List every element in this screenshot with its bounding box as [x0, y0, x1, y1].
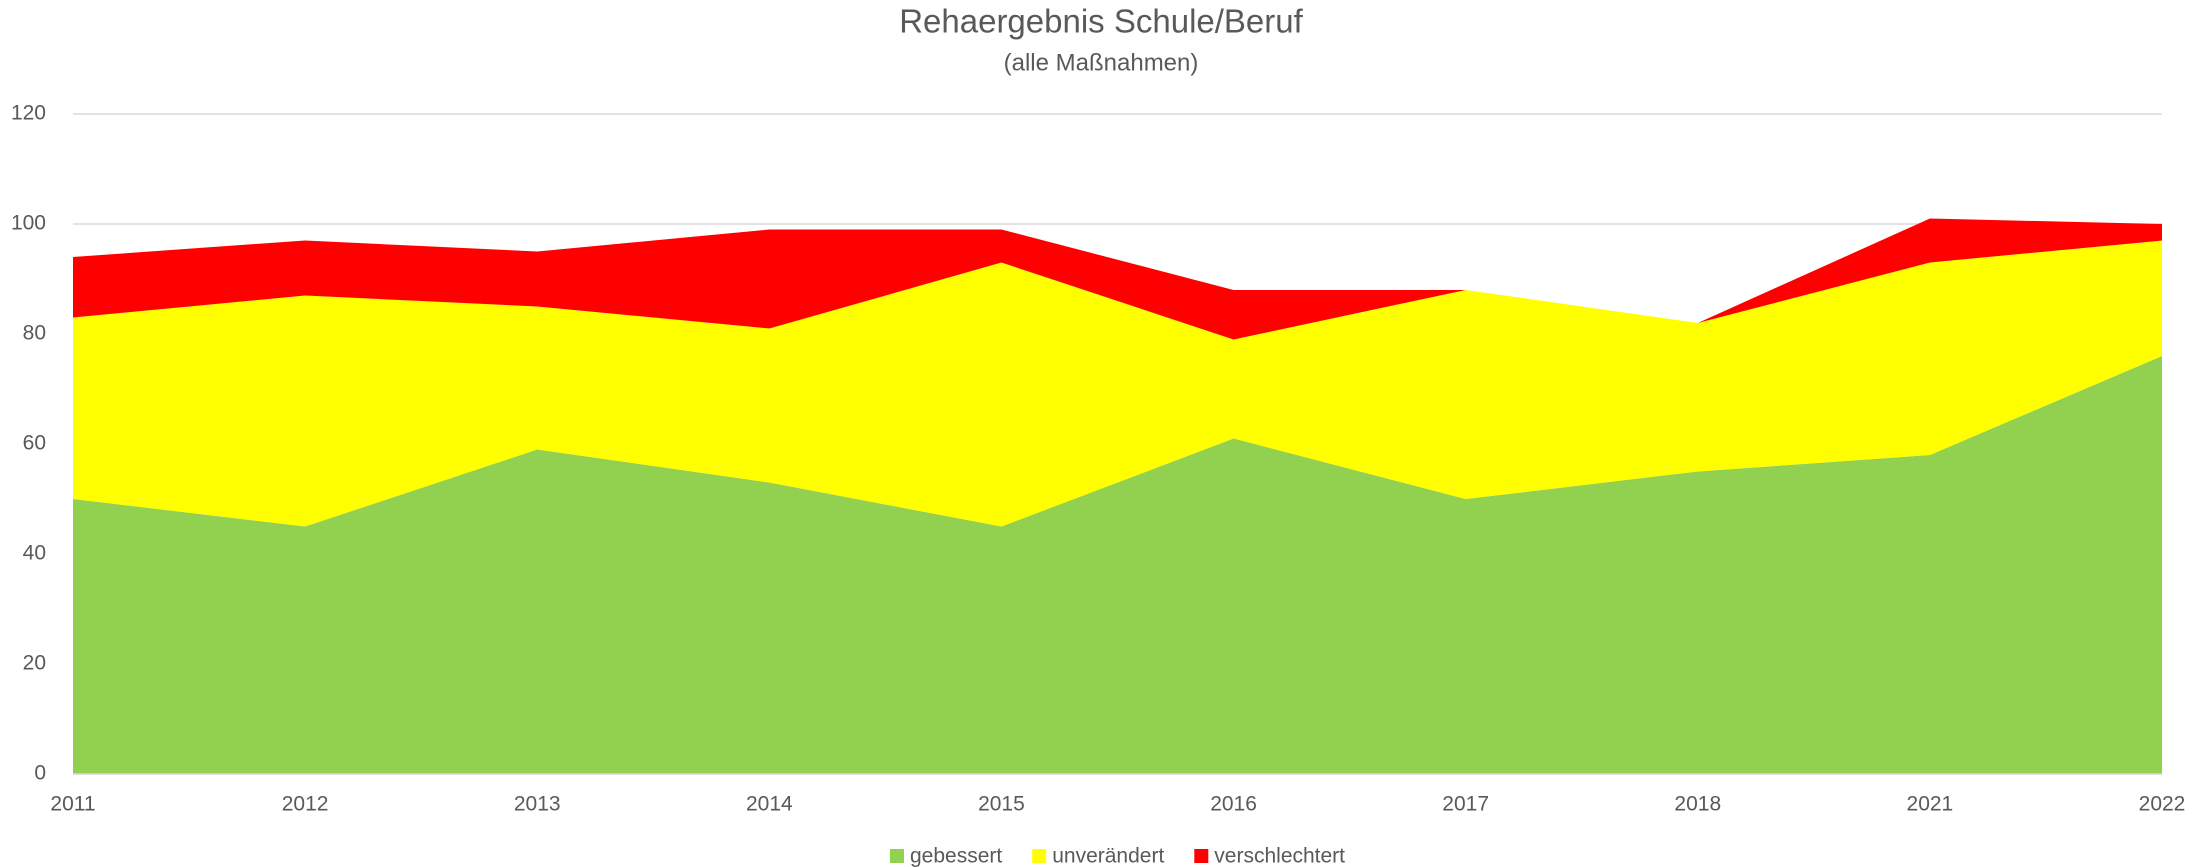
x-tick-label: 2022 — [2139, 793, 2186, 816]
y-tick-label: 60 — [23, 432, 46, 455]
legend-swatch — [889, 849, 904, 863]
areas — [73, 218, 2162, 774]
y-tick-label: 40 — [23, 542, 46, 565]
y-tick-label: 80 — [23, 322, 46, 345]
y-tick-label: 100 — [11, 212, 46, 235]
x-tick-label: 2016 — [1210, 793, 1257, 816]
legend-label: verschlechtert — [1214, 845, 1345, 867]
x-tick-label: 2012 — [282, 793, 329, 816]
legend-swatch — [1194, 849, 1209, 863]
y-tick-label: 0 — [34, 762, 46, 785]
y-tick-label: 20 — [23, 652, 46, 675]
x-tick-label: 2011 — [50, 793, 95, 816]
area — [73, 218, 2162, 340]
x-tick-label: 2013 — [514, 793, 561, 816]
x-tick-label: 2014 — [746, 793, 793, 816]
area — [73, 356, 2162, 774]
legend-swatch — [1032, 849, 1047, 863]
legend: gebessert unverändert verschlechtert — [889, 845, 1345, 867]
x-tick-label: 2021 — [1907, 793, 1954, 816]
x-tick-label: 2018 — [1674, 793, 1721, 816]
y-tick-label: 120 — [11, 102, 46, 125]
legend-label: unverändert — [1052, 845, 1164, 867]
x-tick-label: 2017 — [1442, 793, 1489, 816]
legend-label: gebessert — [910, 845, 1002, 867]
x-tick-label: 2015 — [978, 793, 1025, 816]
chart-title: Rehaergebnis Schule/Beruf — [899, 3, 1303, 40]
chart-subtitle: (alle Maßnahmen) — [1004, 49, 1199, 76]
